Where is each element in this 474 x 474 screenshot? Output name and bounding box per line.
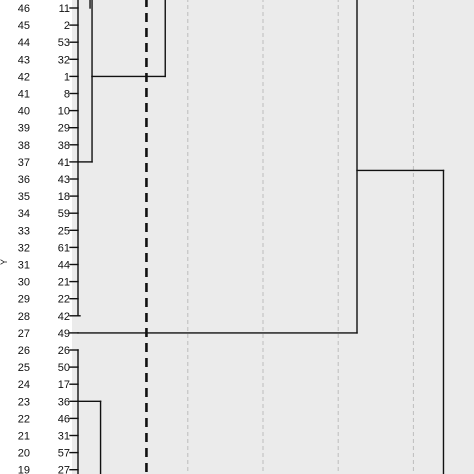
leaf-label: 27 <box>58 465 70 474</box>
y-axis-label: Y <box>0 259 9 265</box>
y-tick-label: 45 <box>18 20 30 32</box>
x-gridlines <box>187 0 414 474</box>
leaf-label: 17 <box>58 379 70 391</box>
y-tick-label: 26 <box>18 345 30 357</box>
y-tick-label: 34 <box>18 208 30 220</box>
y-tick-label: 27 <box>18 328 30 340</box>
y-tick-label: 23 <box>18 396 30 408</box>
leaf-label: 61 <box>58 242 70 254</box>
leaf-label: 44 <box>58 260 70 272</box>
y-tick-label: 38 <box>18 140 30 152</box>
y-tick-label: 21 <box>18 431 30 443</box>
leaf-label: 36 <box>58 396 70 408</box>
leaf-label: 2 <box>64 20 70 32</box>
leaf-label: 42 <box>58 311 70 323</box>
y-tick-label: 40 <box>18 106 30 118</box>
y-tick-label: 37 <box>18 157 30 169</box>
y-tick-label: 31 <box>18 260 30 272</box>
y-tick-label: 29 <box>18 294 30 306</box>
y-tick-label: 22 <box>18 413 30 425</box>
leaf-label: 18 <box>58 191 70 203</box>
leaf-label: 32 <box>58 54 70 66</box>
y-tick-label: 28 <box>18 311 30 323</box>
y-tick-label: 42 <box>18 71 30 83</box>
leaf-label: 22 <box>58 294 70 306</box>
y-axis-ticks: 46 45 44 43 42 41 40 39 38 37 36 35 34 33 32 31 30 29 28 27… <box>18 3 30 474</box>
y-tick-label: 44 <box>18 37 30 49</box>
leaf-label: 25 <box>58 225 70 237</box>
leaf-label: 59 <box>58 208 70 220</box>
leaf-label: 41 <box>58 157 70 169</box>
leaf-label: 21 <box>58 277 70 289</box>
y-tick-label: 20 <box>18 448 30 460</box>
leaf-label: 11 <box>59 3 70 15</box>
leaf-label: 29 <box>58 123 70 135</box>
plot-background <box>72 0 474 474</box>
leaf-label: 26 <box>58 345 70 357</box>
leaf-label: 38 <box>58 140 70 152</box>
leaf-labels: 1125332181029384143185925614421224249265… <box>58 3 70 474</box>
leaf-label: 10 <box>58 106 70 118</box>
y-tick-label: 46 <box>18 3 30 15</box>
dendrogram-links <box>69 0 445 474</box>
y-tick-label: 25 <box>18 362 30 374</box>
leaf-label: 50 <box>58 362 70 374</box>
leaf-label: 57 <box>58 448 70 460</box>
leaf-label: 53 <box>58 37 70 49</box>
leaf-label: 49 <box>58 328 70 340</box>
y-tick-label: 39 <box>18 123 30 135</box>
y-tick-label: 33 <box>18 225 30 237</box>
y-tick-label: 32 <box>18 242 30 254</box>
leaf-label: 31 <box>58 431 70 443</box>
y-tick-label: 41 <box>18 89 30 101</box>
y-tick-label: 35 <box>18 191 30 203</box>
leaf-label: 46 <box>58 413 70 425</box>
leaf-label: 1 <box>64 71 70 83</box>
y-tick-label: 36 <box>18 174 30 186</box>
leaf-label: 43 <box>58 174 70 186</box>
leaf-label: 8 <box>64 89 70 101</box>
y-tick-label: 24 <box>18 379 30 391</box>
y-tick-label: 30 <box>18 277 30 289</box>
y-tick-label: 43 <box>18 54 30 66</box>
y-tick-label: 19 <box>18 465 30 474</box>
